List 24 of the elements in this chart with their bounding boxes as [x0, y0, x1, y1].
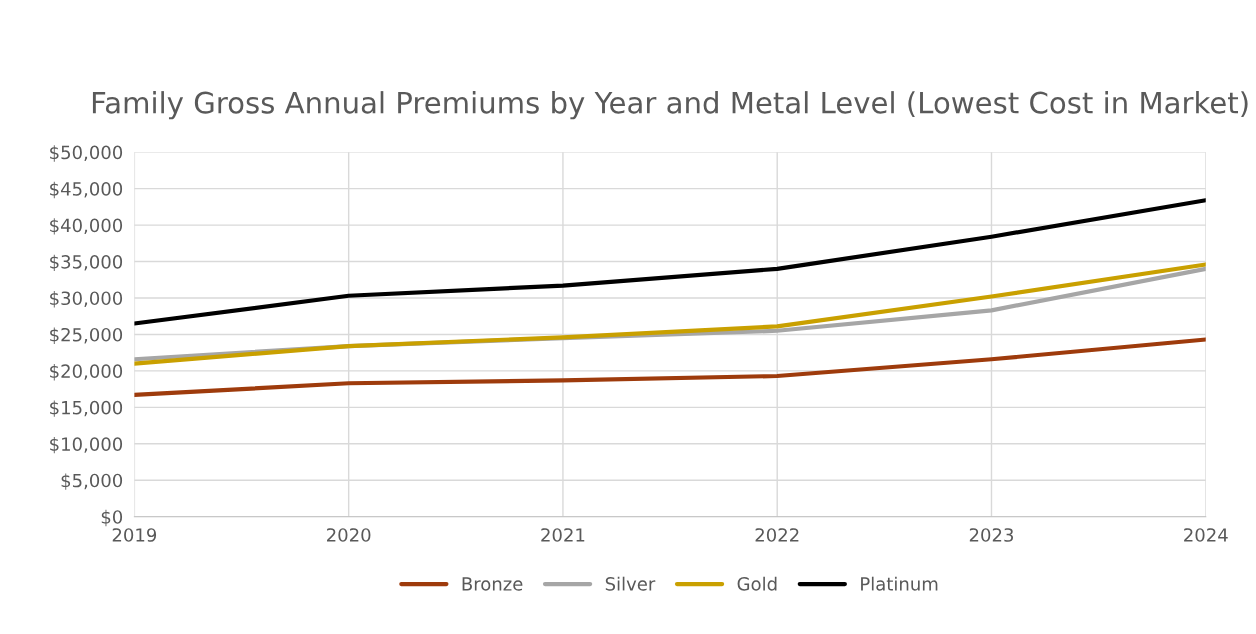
- y-tick-label: $5,000: [61, 473, 123, 490]
- x-tick-label: 2022: [755, 528, 799, 542]
- legend-label: Bronze: [462, 577, 523, 591]
- line-series: [134, 198, 1206, 326]
- y-tick-label: $25,000: [50, 327, 123, 344]
- y-tick-label: $0: [101, 509, 123, 527]
- y-tick-label: $20,000: [50, 364, 123, 381]
- y-tick-label: $10,000: [50, 436, 123, 454]
- x-tick-label: 2021: [541, 528, 585, 542]
- x-tick-label: 2024: [1184, 528, 1228, 542]
- legend-label: Platinum: [861, 576, 938, 591]
- y-tick-label: $15,000: [50, 400, 123, 417]
- chart-title: Family Gross Annual Premiums by Year and Metal Level (Lowest Cost in Market): [92, 91, 1248, 120]
- y-tick-label: $45,000: [50, 181, 123, 199]
- x-tick-label: 2020: [327, 528, 371, 542]
- y-tick-label: $30,000: [50, 291, 123, 308]
- legend-label: Gold: [737, 576, 777, 591]
- x-tick-label: 2023: [969, 528, 1014, 542]
- legend-label: Silver: [605, 576, 656, 591]
- line-series: [134, 337, 1206, 398]
- y-tick-label: $40,000: [50, 218, 123, 235]
- x-tick-label: 2019: [112, 528, 157, 542]
- y-tick-label: $35,000: [50, 254, 123, 272]
- y-tick-label: $50,000: [50, 145, 123, 162]
